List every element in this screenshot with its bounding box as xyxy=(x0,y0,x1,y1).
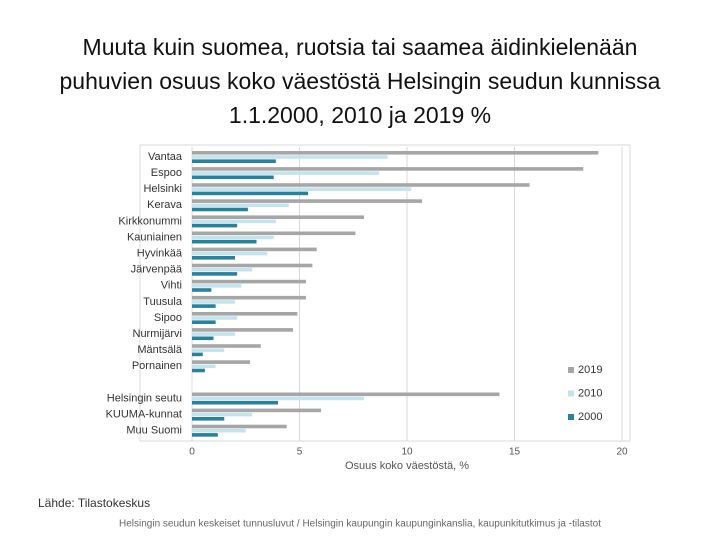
bar xyxy=(192,256,235,260)
bar xyxy=(192,187,412,191)
y-tick-label: Vihti xyxy=(161,280,182,292)
bar xyxy=(192,251,268,256)
bar xyxy=(192,364,216,369)
bar xyxy=(192,247,317,252)
bar xyxy=(192,368,205,373)
y-tick-label: Järvenpää xyxy=(131,264,183,276)
bar xyxy=(192,191,309,196)
bar xyxy=(192,396,364,401)
x-tick-label: 15 xyxy=(509,447,521,458)
bar xyxy=(192,295,306,300)
bar xyxy=(192,344,261,348)
chart-title: Muuta kuin suomea, ruotsia tai saamea äi… xyxy=(59,34,661,128)
legend-label: 2019 xyxy=(578,364,602,376)
x-tick-label: 10 xyxy=(401,447,413,458)
bar xyxy=(192,272,238,276)
bar xyxy=(192,215,364,219)
y-tick-label: Helsinki xyxy=(143,183,182,195)
bar xyxy=(192,171,380,175)
y-tick-label: Espoo xyxy=(151,167,182,179)
bar xyxy=(192,231,356,236)
bar xyxy=(192,219,276,224)
bar xyxy=(192,328,294,332)
bar xyxy=(192,300,235,304)
bar xyxy=(192,304,216,308)
bar xyxy=(192,360,251,364)
y-tick-label: Helsingin seutu xyxy=(107,392,182,404)
bar xyxy=(192,408,321,413)
x-tick-label: 20 xyxy=(616,447,628,458)
y-tick-label: Tuusula xyxy=(143,296,183,308)
bar xyxy=(192,417,225,421)
y-tick-label: Sipoo xyxy=(154,312,182,324)
footer: Helsingin seudun keskeiset tunnusluvut /… xyxy=(119,519,601,530)
bar xyxy=(192,412,253,417)
x-tick-label: 5 xyxy=(297,447,303,458)
bar xyxy=(192,288,212,292)
y-tick-label: Kerava xyxy=(147,199,183,211)
bar xyxy=(192,151,599,155)
x-tick-label: 0 xyxy=(189,447,195,458)
bar xyxy=(192,332,235,336)
y-tick-label: Muu Suomi xyxy=(126,425,182,437)
y-tick-label: Kauniainen xyxy=(127,231,182,243)
bar xyxy=(192,320,216,324)
bar xyxy=(192,267,253,272)
legend-swatch xyxy=(568,367,574,373)
bar xyxy=(192,235,274,240)
plot-frame xyxy=(139,144,631,442)
bar xyxy=(192,428,246,433)
y-tick-label: Mäntsälä xyxy=(137,344,183,356)
bar xyxy=(192,239,257,244)
bar xyxy=(192,207,248,212)
bar xyxy=(192,155,388,159)
bar xyxy=(192,199,423,203)
x-axis-title: Osuus koko väestöstä, % xyxy=(345,460,469,472)
bar xyxy=(192,159,276,163)
y-tick-label: KUUMA-kunnat xyxy=(106,409,182,421)
bar xyxy=(192,263,313,268)
y-tick-label: Hyvinkää xyxy=(137,248,183,260)
y-tick-label: Vantaa xyxy=(148,151,183,163)
y-tick-label: Kirkkonummi xyxy=(118,215,182,227)
legend-label: 2000 xyxy=(578,411,602,423)
y-tick-label: Pornainen xyxy=(132,360,182,372)
bar xyxy=(192,167,584,171)
bar xyxy=(192,400,278,405)
bar xyxy=(192,316,238,320)
bar xyxy=(192,352,203,357)
source: Lähde: Tilastokeskus xyxy=(38,496,150,510)
bar xyxy=(192,203,289,208)
bar xyxy=(192,312,298,316)
bar xyxy=(192,433,218,437)
y-tick-label: Nurmijärvi xyxy=(133,328,183,340)
bar xyxy=(192,392,500,397)
bar xyxy=(192,279,306,284)
bar xyxy=(192,223,238,228)
bar xyxy=(192,336,214,341)
bar xyxy=(192,348,225,352)
bar xyxy=(192,424,287,429)
legend-swatch xyxy=(568,414,574,420)
bar xyxy=(192,284,242,288)
legend-swatch xyxy=(568,390,574,397)
bar xyxy=(192,175,274,180)
bar xyxy=(192,183,530,187)
legend-label: 2010 xyxy=(578,387,602,399)
